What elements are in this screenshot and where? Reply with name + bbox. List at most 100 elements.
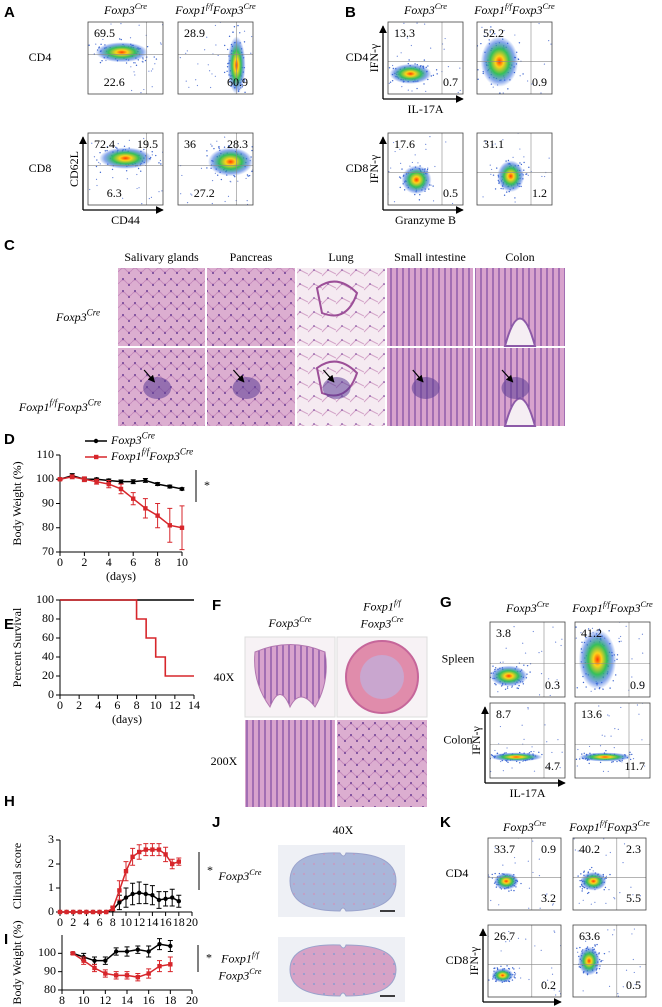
cell-dot [477, 69, 479, 71]
cell-dot [211, 73, 213, 75]
genotype-label: Foxp3Cre [505, 600, 549, 615]
x-tick-label: 0 [57, 555, 63, 569]
cell-dot [160, 163, 162, 165]
cell-dot [502, 139, 504, 141]
plot-content [575, 622, 644, 692]
cell-dot [620, 706, 622, 709]
cell-dot [527, 80, 529, 82]
superscript: Cre [435, 2, 448, 11]
cell-dot [122, 197, 124, 199]
cell-dot [96, 184, 98, 187]
spinal-cord [289, 852, 397, 912]
row-label: CD8 [346, 161, 369, 175]
cell-dot [388, 67, 391, 69]
cell-dot [522, 73, 524, 75]
cell-dot [125, 170, 128, 172]
cell-dot [603, 838, 605, 840]
cell-dot [143, 137, 145, 140]
cell-dot [186, 202, 189, 204]
cell-dot [480, 42, 482, 45]
data-point [118, 486, 124, 492]
density-blob [491, 968, 514, 983]
quadrant-percent: 0.9 [532, 75, 547, 89]
spinal-cord [289, 944, 397, 997]
data-point [110, 906, 115, 911]
cell-dot [600, 960, 603, 962]
cell-dot [406, 37, 409, 39]
cell-dot [146, 45, 149, 48]
cell-dot [245, 177, 247, 180]
cell-dot [495, 886, 498, 888]
y-tick-label: 0 [48, 904, 54, 918]
superscript: f/f [206, 2, 215, 11]
row-label: CD4 [446, 866, 469, 880]
cell-dot [410, 44, 412, 47]
cell-dot [507, 967, 510, 970]
superscript: Cre [135, 2, 148, 11]
x-tick-label: 14 [188, 698, 200, 712]
cell-dot [185, 80, 187, 82]
plot-background [488, 925, 561, 997]
cell-dot [500, 760, 502, 763]
cell-dot [610, 735, 612, 737]
data-point [168, 943, 173, 949]
x-axis-label: (days) [112, 712, 142, 726]
row-label: CD4 [346, 50, 369, 64]
cell-dot [398, 176, 401, 178]
pointer-arrow [501, 369, 514, 383]
x-tick-label: 10 [78, 993, 90, 1007]
cell-dot [436, 73, 438, 75]
gene-name: Foxp3 [218, 869, 250, 883]
y-tick-label: 70 [42, 544, 54, 558]
cell-dot [399, 186, 401, 189]
cell-dot [598, 967, 601, 970]
cell-dot [582, 899, 584, 901]
cell-dot [518, 42, 521, 44]
axis-label: IFN-γ [367, 43, 381, 72]
data-point [157, 941, 162, 947]
cell-dot [111, 168, 114, 171]
cell-dot [484, 35, 486, 37]
data-point [92, 958, 97, 963]
cell-dot [531, 83, 533, 85]
cell-dot [425, 90, 427, 92]
cell-dot [224, 136, 226, 138]
cell-dot [488, 979, 490, 981]
cell-dot [117, 143, 119, 145]
quadrant-percent: 4.7 [545, 759, 560, 773]
cell-dot [140, 92, 142, 94]
cell-dot [492, 174, 495, 176]
cell-dot [551, 967, 553, 969]
density-blob [493, 872, 519, 890]
pointer-arrow [322, 369, 335, 383]
cell-dot [432, 74, 435, 77]
cell-dot [136, 187, 138, 190]
cell-dot [581, 888, 584, 890]
superscript: Cre [543, 2, 556, 11]
cell-dot [506, 747, 508, 749]
cell-dot [459, 67, 461, 69]
x-tick-label: 4 [106, 555, 112, 569]
plot-frame [87, 132, 164, 206]
cell-dot [112, 145, 114, 147]
data-point [167, 484, 172, 489]
data-point [77, 909, 82, 915]
cell-dot [527, 706, 529, 709]
cell-dot [511, 967, 514, 969]
cell-dot [608, 951, 610, 953]
y-axis-label: Body Weight (%) [10, 461, 24, 545]
plot-content [576, 928, 641, 997]
cell-dot [583, 871, 585, 873]
cell-dot [552, 626, 554, 628]
quadrant-percent: 0.5 [626, 978, 641, 992]
density-blob [578, 752, 632, 762]
cell-dot [557, 739, 559, 741]
cell-dot [644, 765, 646, 767]
cell-dot [477, 78, 479, 81]
row-label: CD4 [29, 50, 52, 64]
cell-dot [523, 169, 525, 171]
superscript: Cre [641, 600, 654, 609]
